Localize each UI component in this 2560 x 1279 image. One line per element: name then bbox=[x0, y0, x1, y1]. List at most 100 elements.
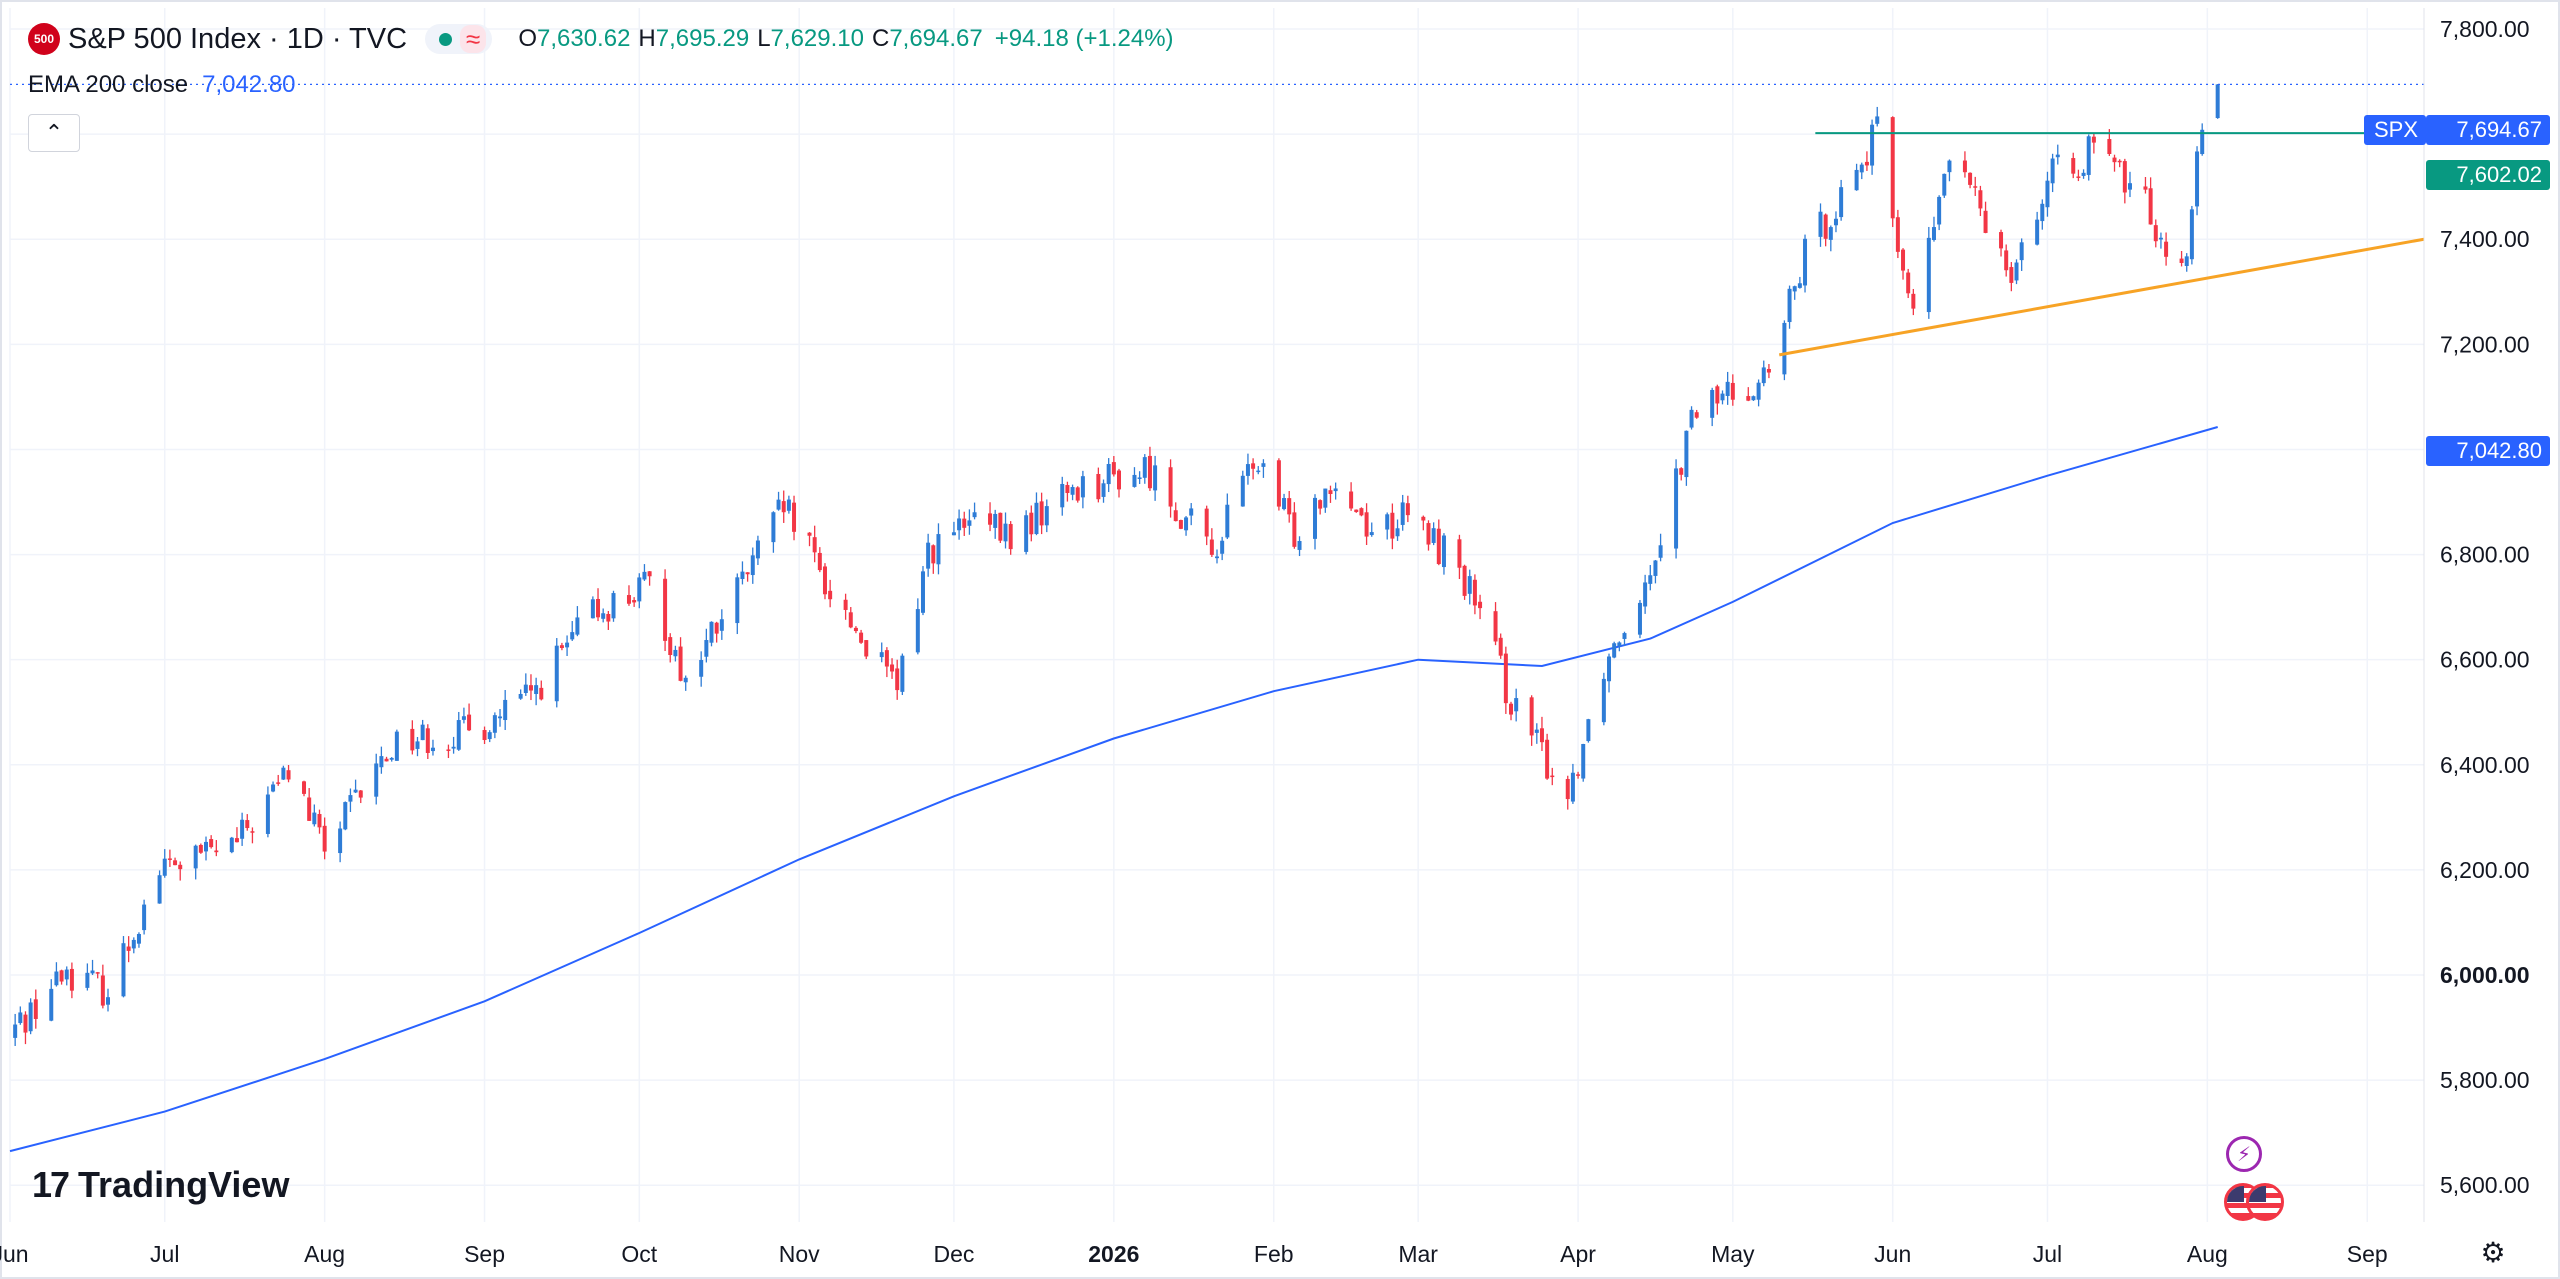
candle-body bbox=[1256, 470, 1261, 473]
candle-body bbox=[822, 566, 827, 595]
tradingview-logo[interactable]: 17 TradingView bbox=[32, 1164, 289, 1206]
candle-body bbox=[95, 972, 100, 974]
candle-body bbox=[1968, 172, 1973, 185]
candle-body bbox=[1514, 698, 1519, 712]
candle-body bbox=[704, 640, 709, 657]
candle-body bbox=[1730, 382, 1735, 400]
candle-body bbox=[1684, 430, 1689, 478]
symbol-legend[interactable]: 500 S&P 500 Index · 1D · TVC ≈ O 7,630.6… bbox=[28, 20, 1174, 58]
candle-body bbox=[2040, 203, 2045, 222]
candle-body bbox=[900, 655, 905, 692]
candle-body bbox=[214, 850, 219, 853]
candle-body bbox=[209, 839, 214, 848]
x-tick-label: Jul bbox=[150, 1241, 179, 1267]
candle-body bbox=[85, 972, 90, 988]
y-tick-label: 6,200.00 bbox=[2440, 857, 2530, 883]
candle-body bbox=[482, 730, 487, 741]
candle-body bbox=[1251, 463, 1256, 469]
lightning-icon[interactable]: ⚡ bbox=[2226, 1136, 2262, 1172]
candle-body bbox=[245, 820, 250, 829]
candle-body bbox=[1405, 503, 1410, 516]
close-value: 7,694.67 bbox=[889, 25, 983, 52]
candle-body bbox=[817, 552, 822, 571]
candle-body bbox=[1421, 516, 1426, 521]
candle-body bbox=[338, 828, 343, 854]
candle-body bbox=[931, 545, 936, 564]
candle-body bbox=[1895, 217, 1900, 252]
candle-body bbox=[2076, 176, 2081, 178]
x-tick-label: Mar bbox=[1398, 1241, 1438, 1267]
candle-body bbox=[1282, 498, 1287, 510]
x-tick-label: Feb bbox=[1254, 1241, 1294, 1267]
candle-body bbox=[2081, 172, 2086, 176]
candle-body bbox=[1395, 528, 1400, 537]
candle-body bbox=[1116, 470, 1121, 490]
candle-body bbox=[374, 763, 379, 797]
candle-body bbox=[1509, 703, 1514, 715]
support-trendline[interactable] bbox=[1778, 237, 2425, 357]
delayed-data-wave-icon: ≈ bbox=[460, 25, 487, 53]
ema-label[interactable]: EMA 200 close bbox=[28, 71, 189, 98]
collapse-legend-button[interactable]: ⌃ bbox=[28, 114, 80, 152]
y-tick-label: 5,600.00 bbox=[2440, 1172, 2530, 1198]
symbol-title[interactable]: S&P 500 Index · 1D · TVC bbox=[68, 22, 408, 55]
candle-body bbox=[848, 612, 853, 628]
candle-body bbox=[1385, 514, 1390, 530]
candle-body bbox=[936, 534, 941, 565]
ema-legend[interactable]: EMA 200 close 7,042.80 bbox=[28, 68, 296, 102]
market-flags[interactable] bbox=[2224, 1183, 2284, 1221]
candle-body bbox=[1369, 532, 1374, 536]
candle-body bbox=[348, 795, 353, 802]
chart-settings-icon[interactable]: ⚙ bbox=[2480, 1237, 2506, 1268]
candle-body bbox=[1106, 463, 1111, 485]
candle-body bbox=[1034, 502, 1039, 534]
candle-body bbox=[1715, 386, 1720, 404]
high-label: H bbox=[638, 25, 656, 52]
candle-body bbox=[162, 858, 167, 876]
candle-body bbox=[1153, 465, 1158, 491]
candle-body bbox=[1333, 488, 1338, 492]
candle-body bbox=[683, 677, 688, 683]
candle-body bbox=[518, 693, 523, 699]
candle-body bbox=[322, 825, 327, 852]
y-tick-label: 7,800.00 bbox=[2440, 16, 2530, 42]
candle-body bbox=[1875, 116, 1880, 124]
candle-body bbox=[1833, 218, 1838, 226]
candle-body bbox=[1441, 535, 1446, 568]
candle-body bbox=[1999, 232, 2004, 249]
candle-body bbox=[626, 595, 631, 604]
x-tick-label: Sep bbox=[2347, 1241, 2388, 1267]
candle-body bbox=[1245, 464, 1250, 476]
candle-body bbox=[204, 841, 209, 852]
candle-body bbox=[771, 512, 776, 543]
candle-body bbox=[1576, 774, 1581, 776]
candle-body bbox=[2184, 256, 2189, 266]
candle-body bbox=[1132, 474, 1137, 487]
status-pill[interactable]: ≈ bbox=[425, 24, 493, 54]
candle-body bbox=[1973, 186, 1978, 188]
candle-body bbox=[1529, 697, 1534, 736]
tradingview-mark-icon: 17 bbox=[32, 1164, 70, 1205]
x-tick-label: May bbox=[1711, 1241, 1755, 1267]
candle-body bbox=[173, 860, 178, 866]
candle-body bbox=[1168, 467, 1173, 507]
candle-body bbox=[1147, 455, 1152, 489]
candle-body bbox=[1586, 719, 1591, 742]
candle-body bbox=[1756, 382, 1761, 400]
candle-body bbox=[1220, 540, 1225, 554]
candle-body bbox=[2189, 209, 2194, 260]
candle-body bbox=[498, 716, 503, 719]
candle-body bbox=[1565, 778, 1570, 800]
candle-body bbox=[915, 609, 920, 653]
candle-body bbox=[229, 837, 234, 853]
candle-body bbox=[998, 512, 1003, 541]
candle-body bbox=[2153, 225, 2158, 242]
candle-body bbox=[2071, 158, 2076, 174]
candle-body bbox=[178, 864, 183, 870]
candle-body bbox=[198, 844, 203, 853]
candle-body bbox=[539, 687, 544, 700]
candle-body bbox=[699, 659, 704, 677]
x-tick-label: Dec bbox=[933, 1241, 974, 1267]
